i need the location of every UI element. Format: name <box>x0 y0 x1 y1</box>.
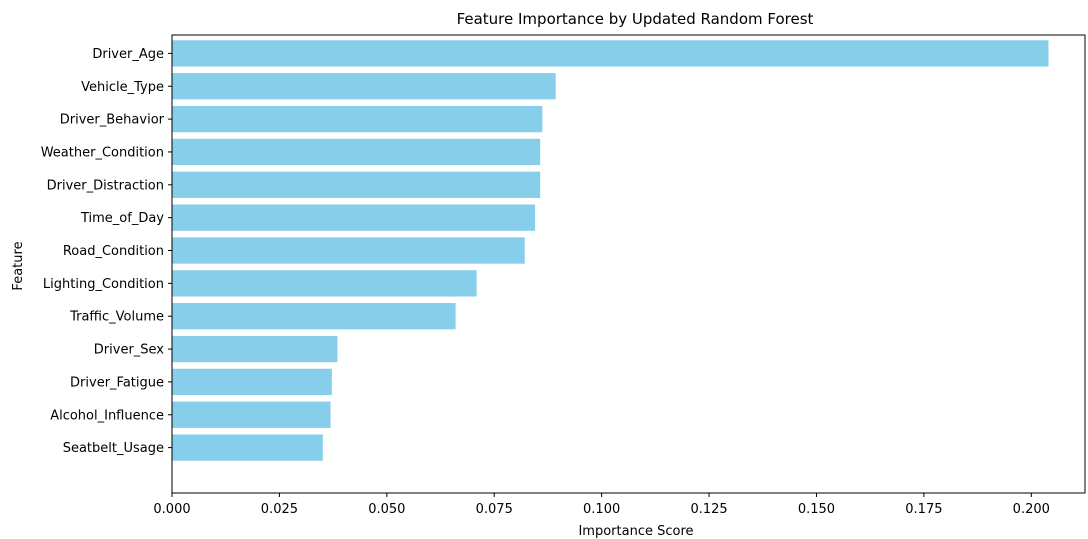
bar-driver-sex <box>172 335 338 363</box>
y-tick-label: Driver_Fatigue <box>70 375 164 390</box>
bar-time-of-day <box>172 204 536 231</box>
bar-driver-age <box>172 40 1049 67</box>
chart-title: Feature Importance by Updated Random For… <box>457 10 814 28</box>
y-tick-label: Alcohol_Influence <box>50 408 164 423</box>
axes-frame <box>171 34 1086 494</box>
bar-weather-condition <box>172 138 541 166</box>
y-tick-label: Driver_Age <box>92 47 164 62</box>
bar-traffic-volume <box>172 303 456 330</box>
bar-lighting-condition <box>172 270 477 297</box>
x-tick-label: 0.175 <box>905 502 942 517</box>
x-tick-label: 0.050 <box>368 502 405 517</box>
bars-group <box>172 40 1049 461</box>
bar-vehicle-type <box>172 73 556 100</box>
bar-alcohol-influence <box>172 401 331 428</box>
bar-road-condition <box>172 237 525 264</box>
x-tick-label: 0.025 <box>261 502 298 517</box>
y-tick-label: Vehicle_Type <box>81 80 164 95</box>
x-tick-label: 0.150 <box>798 502 835 517</box>
x-axis-label: Importance Score <box>578 524 693 539</box>
y-tick-label: Seatbelt_Usage <box>63 441 164 456</box>
y-axis-ticks: Driver_Age Vehicle_Type Driver_Behavior Wea… <box>41 47 172 456</box>
x-tick-label: 0.100 <box>583 502 620 517</box>
y-axis-label: Feature <box>11 241 26 290</box>
y-tick-label: Driver_Sex <box>94 343 165 358</box>
y-tick-label: Driver_Behavior <box>60 113 165 128</box>
y-tick-label: Weather_Condition <box>41 145 164 160</box>
y-tick-label: Driver_Distraction <box>47 178 164 193</box>
y-tick-label: Traffic_Volume <box>69 310 164 325</box>
y-tick-label: Road_Condition <box>63 244 164 259</box>
x-tick-label: 0.075 <box>476 502 513 517</box>
plot-frame <box>171 34 1086 494</box>
bar-driver-fatigue <box>172 368 332 396</box>
bar-seatbelt-usage <box>172 434 323 461</box>
bar-driver-distraction <box>172 171 541 198</box>
y-tick-label: Lighting_Condition <box>43 277 164 292</box>
y-tick-label: Time_of_Day <box>80 211 164 226</box>
x-tick-label: 0.200 <box>1013 502 1050 517</box>
bar-driver-behavior <box>172 105 543 133</box>
x-axis-ticks: 0.000 0.025 0.050 0.075 0.100 0.125 0.150 0.175… <box>153 493 1050 517</box>
x-tick-label: 0.000 <box>153 502 190 517</box>
x-tick-label: 0.125 <box>690 502 727 517</box>
